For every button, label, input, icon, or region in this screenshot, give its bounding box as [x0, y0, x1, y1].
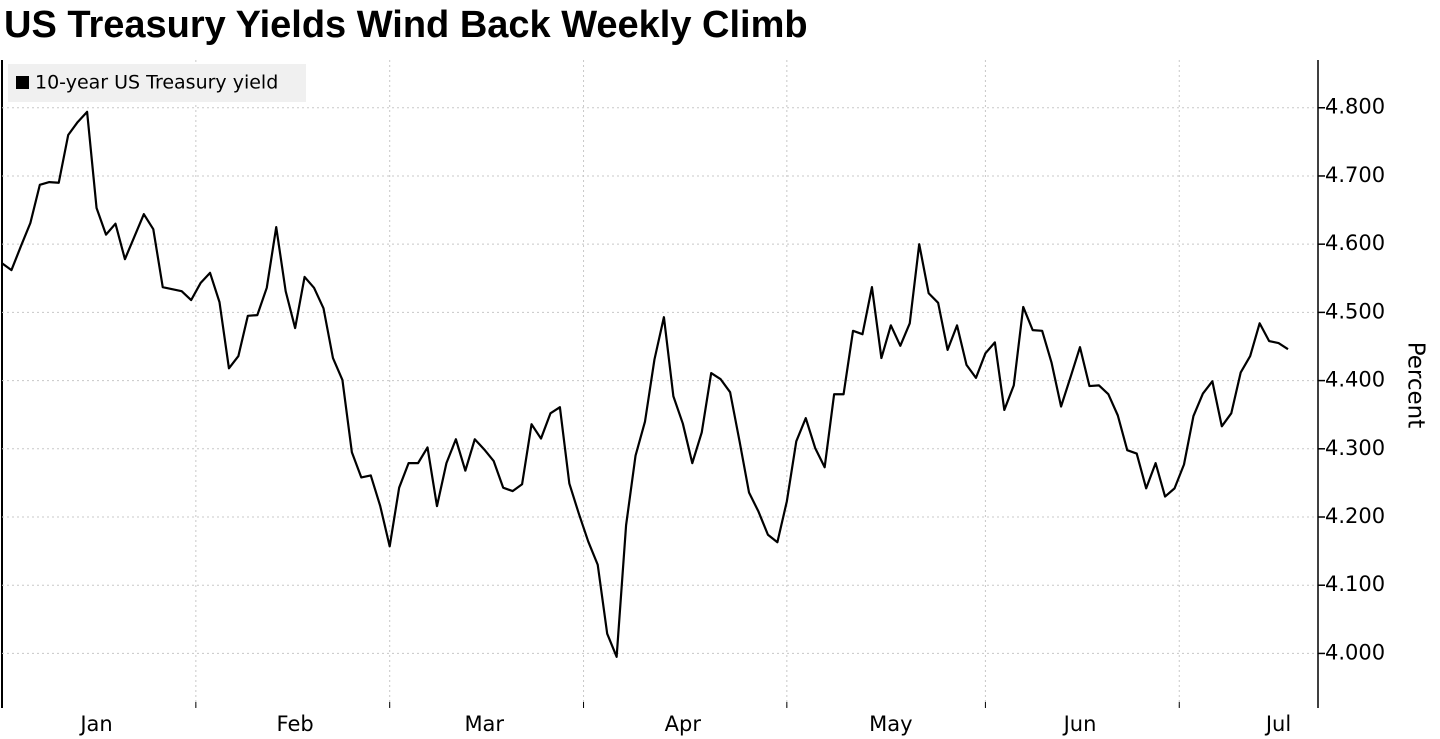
y-tick-label: 4.800 [1325, 95, 1385, 119]
y-axis-label: Percent [1403, 342, 1429, 429]
y-tick-label: 4.500 [1325, 299, 1385, 323]
x-tick-label: Mar [464, 712, 504, 736]
y-tick-label: 4.100 [1325, 572, 1385, 596]
y-tick-label: 4.400 [1325, 368, 1385, 392]
grid [2, 60, 1318, 708]
chart-title: US Treasury Yields Wind Back Weekly Clim… [4, 4, 808, 46]
legend-swatch [16, 76, 29, 89]
x-tick-label: Jan [78, 712, 112, 736]
x-tick-label: Jun [1062, 712, 1097, 736]
plot [1, 110, 1289, 658]
x-tick-label: Feb [277, 712, 314, 736]
y-tick-label: 4.200 [1325, 504, 1385, 528]
x-tick-label: Jul [1264, 712, 1291, 736]
legend-box [8, 64, 306, 102]
y-tick-label: 4.700 [1325, 163, 1385, 187]
y-tick-label: 4.000 [1325, 640, 1385, 664]
x-tick-label: May [869, 712, 912, 736]
series-line [1, 110, 1289, 658]
legend-label: 10-year US Treasury yield [35, 72, 278, 94]
x-tick-label: Apr [665, 712, 702, 736]
y-tick-label: 4.600 [1325, 231, 1385, 255]
y-tick-label: 4.300 [1325, 436, 1385, 460]
